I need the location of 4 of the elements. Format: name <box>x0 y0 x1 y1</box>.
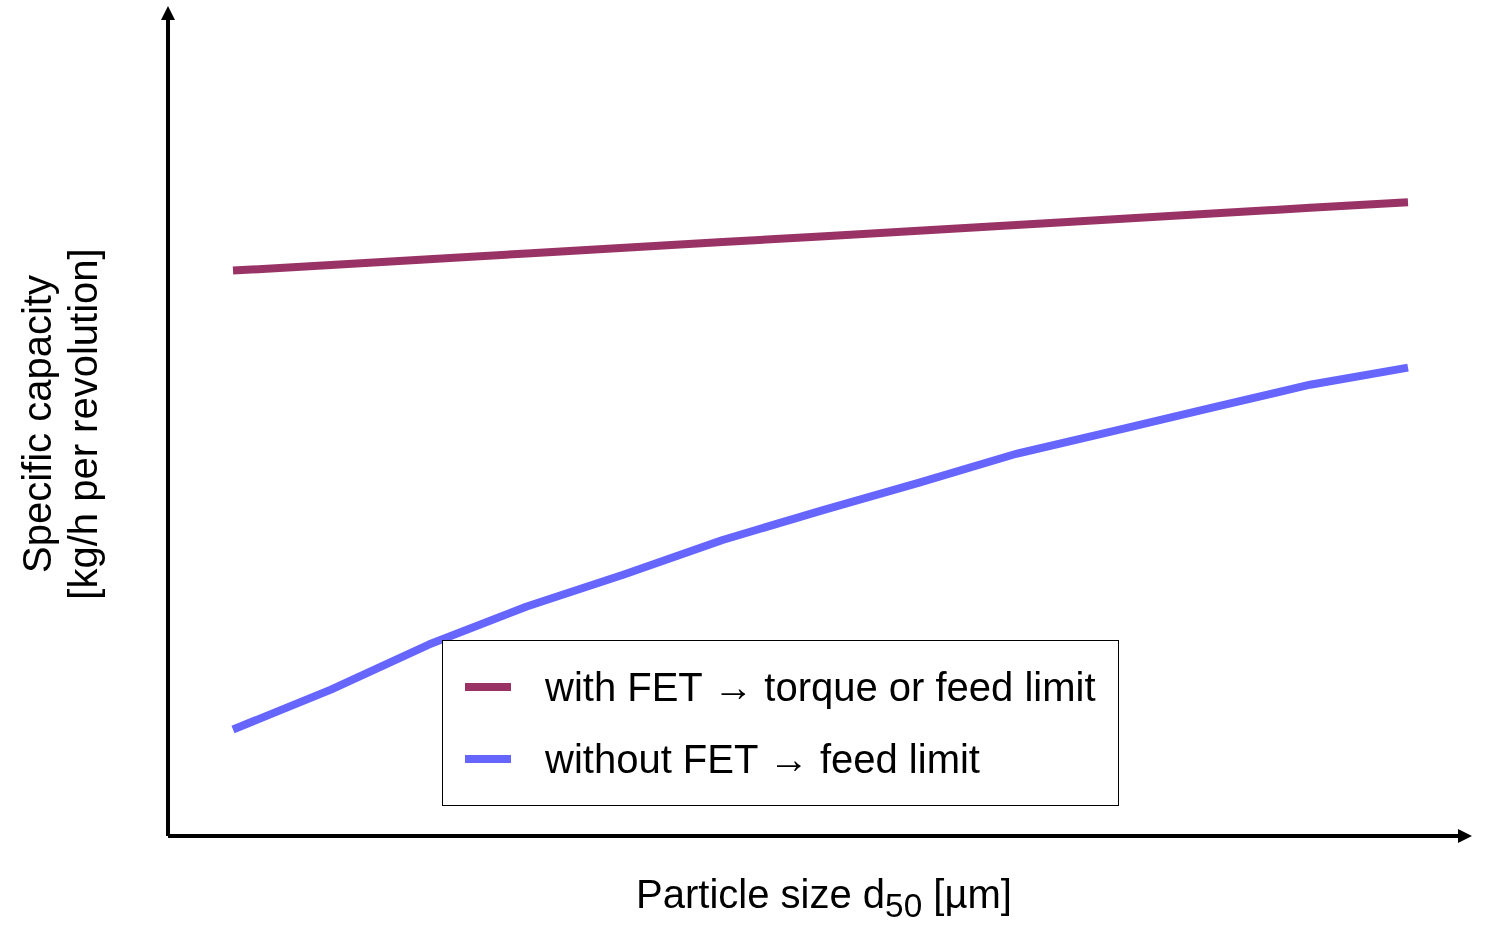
x-axis-title: Particle size d$_{50}$ [µm] <box>635 872 1013 925</box>
legend-label: with FET → torque or feed limit <box>545 664 1096 711</box>
y-axis-title: Specific capacity [kg/h per revolution] <box>14 248 106 600</box>
legend-label: without FET → feed limit <box>545 736 980 783</box>
